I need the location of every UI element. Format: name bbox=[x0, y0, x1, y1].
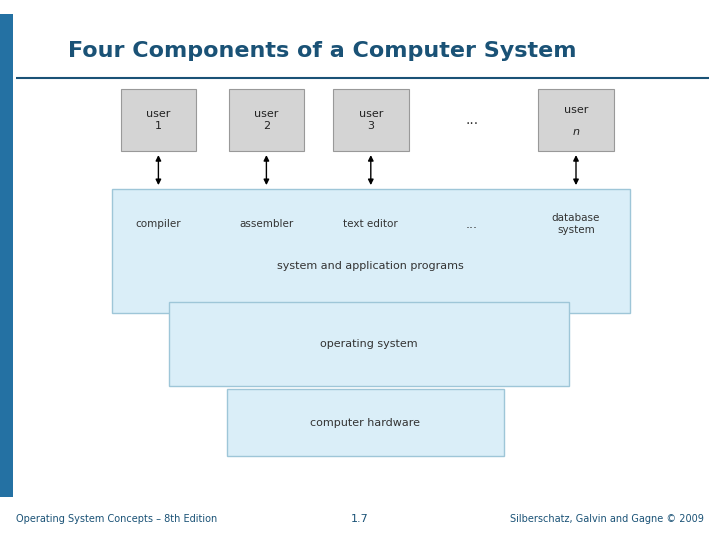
Bar bbox=[0, 14, 13, 497]
Text: text editor: text editor bbox=[343, 219, 398, 229]
Bar bbox=[333, 89, 409, 151]
Text: Operating System Concepts – 8th Edition: Operating System Concepts – 8th Edition bbox=[16, 515, 217, 524]
Text: 1.7: 1.7 bbox=[351, 515, 369, 524]
Bar bbox=[169, 302, 569, 386]
Text: Four Components of a Computer System: Four Components of a Computer System bbox=[68, 41, 577, 62]
Bar bbox=[121, 89, 196, 151]
Bar bbox=[112, 189, 630, 313]
Text: database
system: database system bbox=[552, 213, 600, 235]
Text: n: n bbox=[572, 127, 580, 137]
Bar bbox=[539, 89, 614, 151]
Text: operating system: operating system bbox=[320, 339, 418, 349]
Text: ...: ... bbox=[466, 218, 477, 231]
Bar bbox=[229, 89, 304, 151]
Text: user: user bbox=[564, 105, 588, 116]
Text: system and application programs: system and application programs bbox=[277, 261, 464, 271]
Text: Silberschatz, Galvin and Gagne © 2009: Silberschatz, Galvin and Gagne © 2009 bbox=[510, 515, 704, 524]
Text: compiler: compiler bbox=[135, 219, 181, 229]
Text: user
3: user 3 bbox=[359, 109, 383, 131]
Bar bbox=[227, 389, 504, 456]
Text: user
2: user 2 bbox=[254, 109, 279, 131]
Text: computer hardware: computer hardware bbox=[310, 417, 420, 428]
Text: ...: ... bbox=[465, 113, 478, 127]
Text: user
1: user 1 bbox=[146, 109, 171, 131]
Text: assembler: assembler bbox=[239, 219, 294, 229]
